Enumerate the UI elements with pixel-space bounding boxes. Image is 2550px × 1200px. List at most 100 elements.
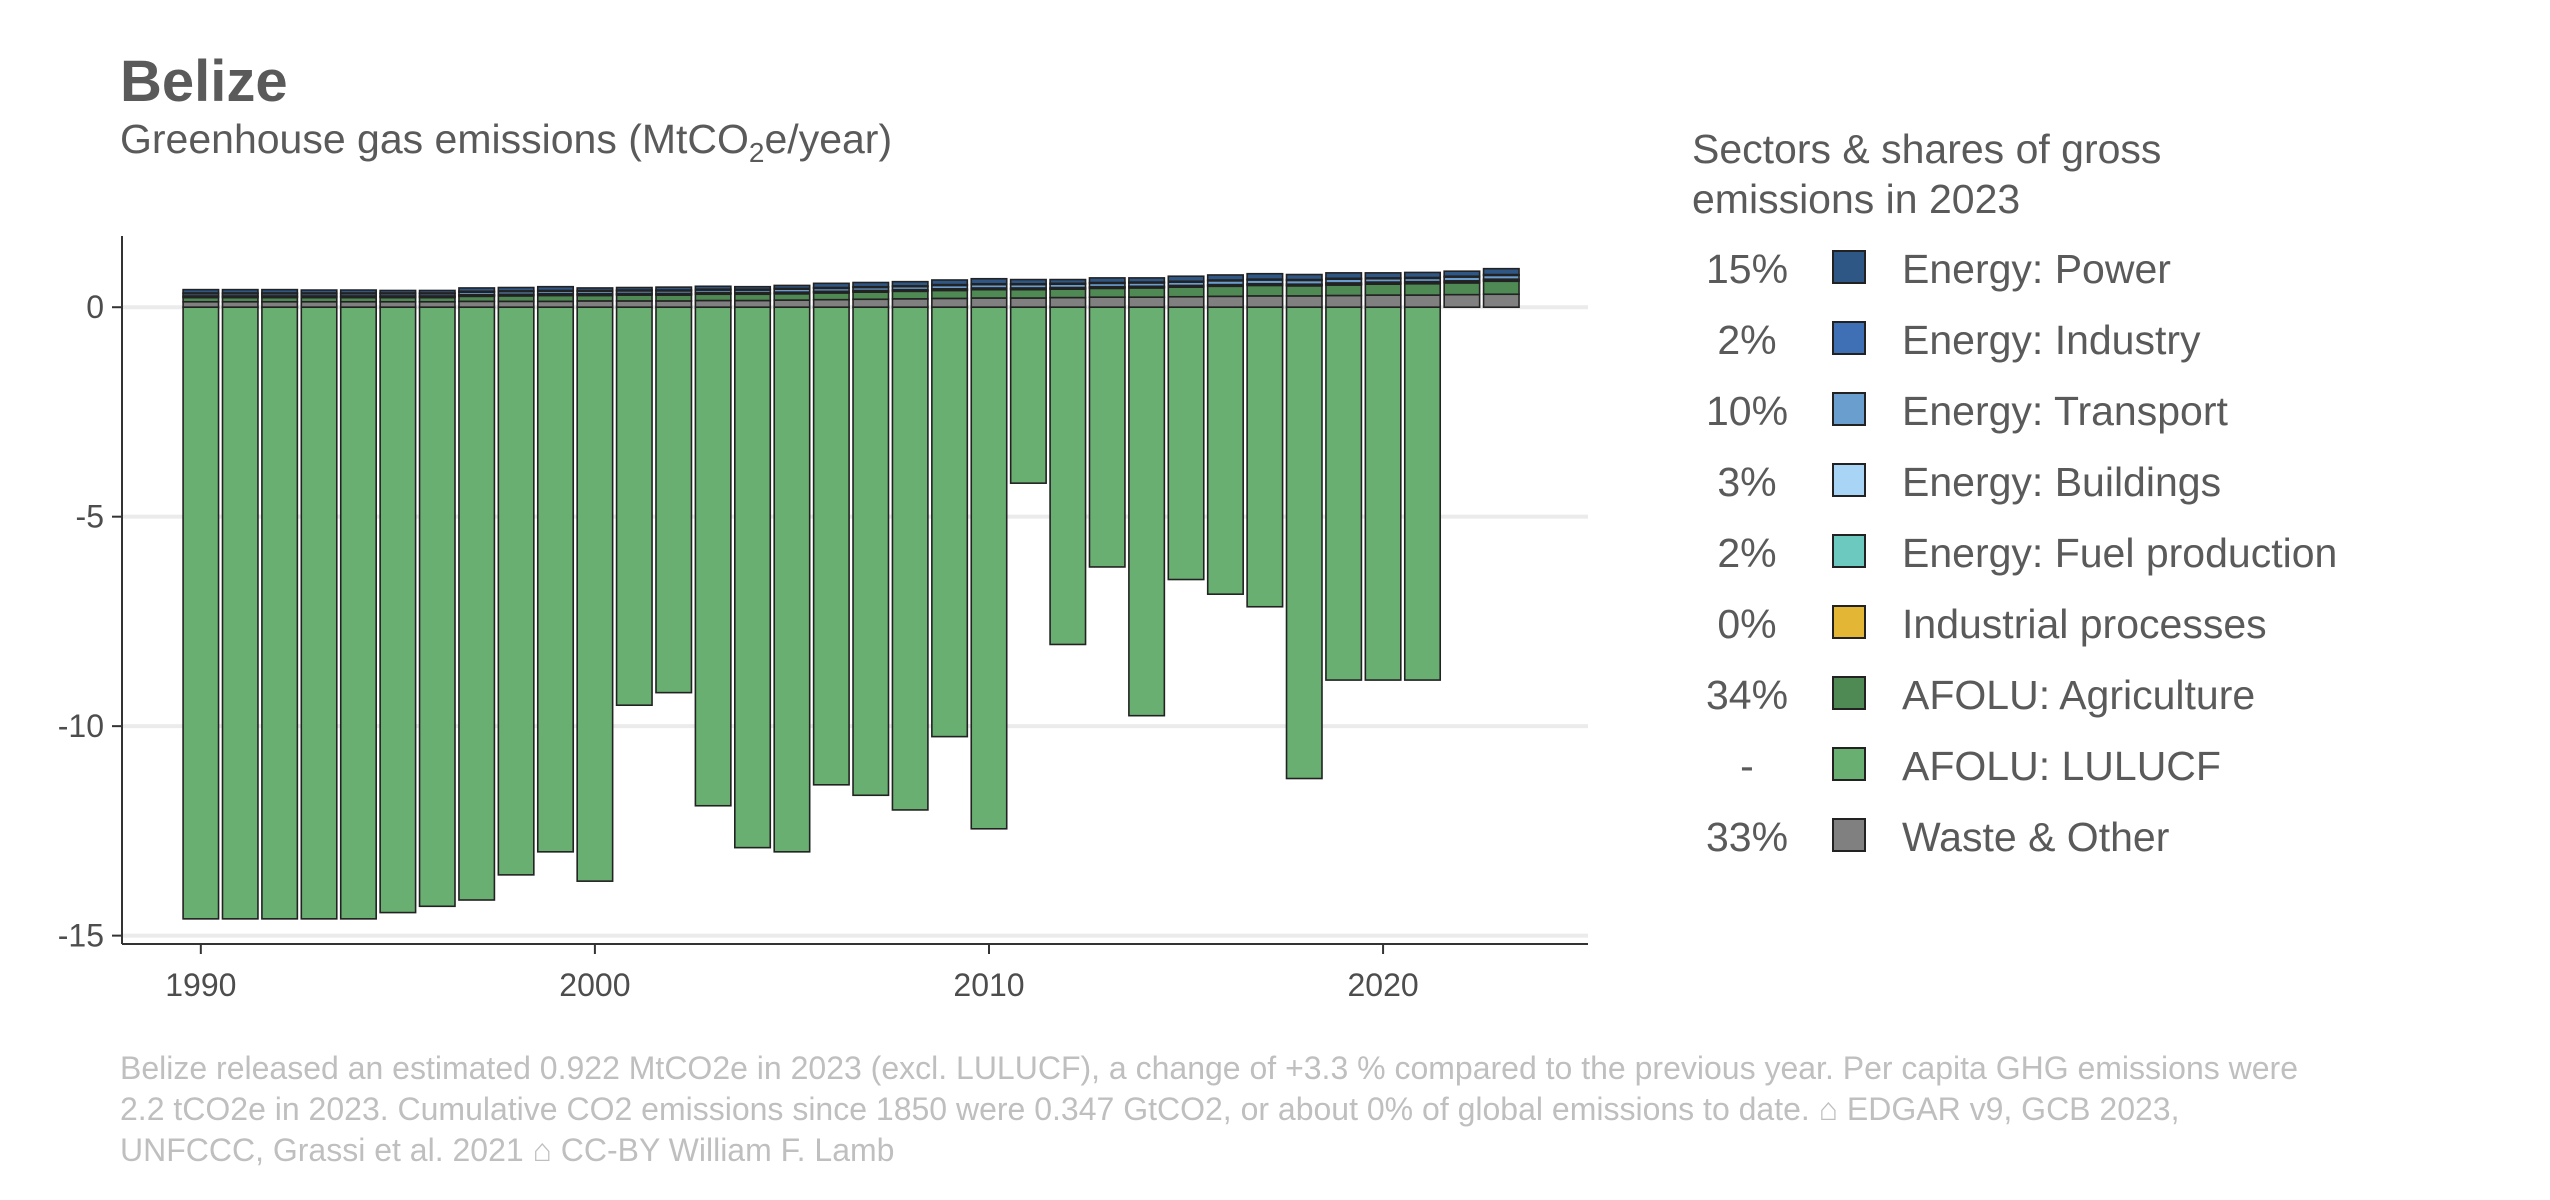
legend-label: AFOLU: Agriculture	[1902, 672, 2256, 718]
bar-segment	[300, 306, 338, 920]
bar-segment	[1403, 294, 1442, 309]
bar-segment	[182, 300, 220, 309]
bar-segment	[497, 306, 535, 876]
axes: 0 -5 -10 -15 1990 2000 2010 2020	[58, 236, 1588, 1003]
bar-segment	[970, 306, 1008, 830]
bar-segment	[497, 286, 535, 292]
subtitle-subscript: 2	[748, 137, 765, 169]
bar-segment	[1325, 284, 1363, 297]
bar-segment	[615, 294, 653, 302]
bar-segment	[931, 289, 969, 300]
chart-title: Belize	[120, 49, 288, 114]
legend-label: AFOLU: LULUCF	[1902, 743, 2221, 789]
bar-segment	[339, 306, 377, 920]
bar-segment	[970, 297, 1008, 309]
bar-segment	[1009, 306, 1047, 484]
bar-segment	[1482, 280, 1520, 296]
bar-segment	[891, 290, 929, 300]
bar-segment	[1246, 306, 1284, 608]
bar-segment	[379, 300, 417, 309]
bar-segment	[773, 299, 811, 309]
legend-share: 2%	[1717, 530, 1777, 576]
bar-segment	[1049, 306, 1087, 646]
bar-segment	[576, 294, 614, 302]
bar-segment	[1167, 306, 1205, 581]
subtitle-prefix: Greenhouse gas emissions (MtCO	[120, 116, 749, 162]
bar-segment	[1403, 306, 1442, 681]
bar-segment	[1009, 288, 1047, 299]
legend-swatch	[1832, 392, 1866, 426]
bar-segment	[300, 300, 338, 309]
bar-segment	[970, 288, 1008, 299]
bar-segment	[1364, 283, 1402, 296]
caption: Belize released an estimated 0.922 MtCO2…	[120, 1050, 2298, 1168]
bar-segment	[1167, 286, 1205, 298]
bar-segment	[734, 285, 772, 291]
bar-segment	[1482, 293, 1520, 309]
bar-segment	[1049, 278, 1087, 285]
bar-segment	[1443, 270, 1481, 278]
bar-segment	[379, 306, 417, 914]
x-tick-label: 1990	[165, 967, 236, 1003]
legend-label: Energy: Industry	[1902, 317, 2201, 363]
bar-segment	[1088, 306, 1126, 568]
bar-segment	[1364, 272, 1402, 279]
bar-segment	[694, 306, 732, 807]
bar-segment	[339, 289, 377, 294]
bar-segment	[1482, 267, 1520, 276]
bar-segment	[182, 288, 220, 294]
legend-title: Sectors & shares of gross emissions in 2…	[1692, 126, 2162, 222]
bar-segment	[497, 300, 535, 309]
bar-segment	[655, 286, 693, 291]
bar-segment	[300, 289, 338, 294]
bar-segment	[1403, 271, 1442, 279]
legend-swatch	[1832, 747, 1866, 781]
bar-segment	[576, 306, 614, 882]
bar-segment	[852, 291, 890, 301]
bar-segment	[852, 281, 890, 288]
bar-segment	[891, 306, 929, 811]
bar-segment	[379, 289, 417, 294]
legend-share: -	[1740, 743, 1754, 789]
legend-share: 34%	[1705, 672, 1789, 718]
legend-swatch	[1832, 605, 1866, 639]
bar-segment	[615, 300, 653, 309]
bar-segment	[655, 294, 693, 302]
bar-segment	[1246, 284, 1284, 297]
bar-segment	[1325, 306, 1363, 681]
bar-segment	[1088, 277, 1126, 284]
legend-label: Energy: Transport	[1902, 388, 2228, 434]
legend-share: 3%	[1717, 459, 1777, 505]
bar-segment	[1088, 287, 1126, 298]
bar-segment	[418, 289, 456, 294]
bar-segment	[1325, 294, 1363, 309]
bar-segment	[694, 293, 732, 302]
bar-segment	[418, 306, 456, 908]
legend-label: Energy: Power	[1902, 246, 2171, 292]
subtitle-suffix: e/year)	[764, 116, 893, 162]
bar-segment	[1128, 296, 1166, 309]
legend-label: Waste & Other	[1902, 814, 2170, 860]
bar-segment	[536, 285, 575, 292]
bar-segment	[812, 298, 850, 309]
legend-label: Industrial processes	[1902, 601, 2267, 647]
bar-segment	[655, 300, 693, 309]
legend-label: Energy: Fuel production	[1902, 530, 2338, 576]
legend-swatch	[1832, 321, 1866, 355]
bar-segment	[1206, 274, 1244, 281]
bar-segment	[773, 293, 811, 301]
x-tick-label: 2020	[1347, 967, 1418, 1003]
bar-segment	[1285, 295, 1323, 309]
legend-share: 2%	[1717, 317, 1777, 363]
bar-segment	[970, 277, 1008, 285]
y-tick-label: -5	[76, 499, 104, 535]
legend-share: 0%	[1717, 601, 1777, 647]
bar-segment	[694, 299, 732, 309]
bar-segment	[812, 282, 850, 289]
bar-segment	[734, 299, 772, 309]
bar-segment	[773, 306, 811, 853]
bar-segment	[1049, 288, 1087, 299]
bar-segment	[1246, 295, 1284, 309]
bar-segment	[734, 306, 772, 849]
bar-segment	[1206, 306, 1244, 595]
